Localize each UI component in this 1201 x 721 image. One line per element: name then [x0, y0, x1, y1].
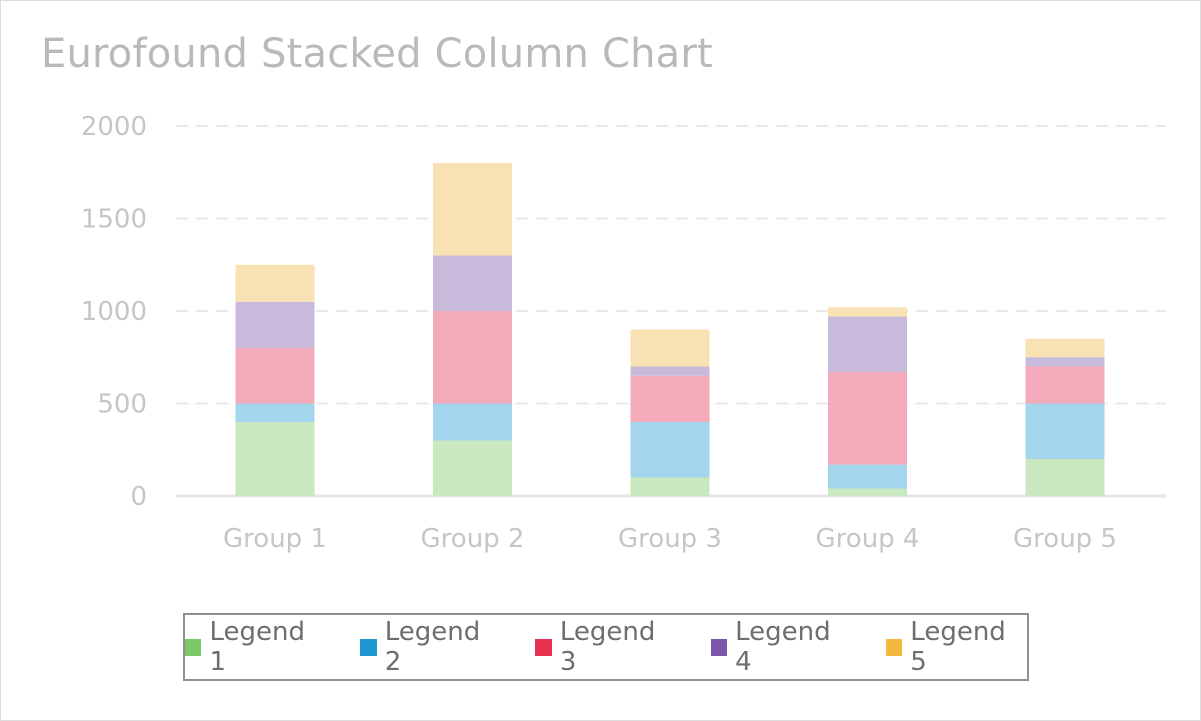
bar-segment	[630, 477, 710, 496]
legend-swatch	[360, 638, 377, 656]
bar-segment	[235, 422, 315, 496]
bar-segment	[235, 264, 315, 302]
bar-segment	[433, 311, 512, 404]
legend-item: Legend 3	[535, 617, 676, 677]
y-tick-label: 500	[97, 390, 147, 420]
x-tick-label: Group 5	[1013, 524, 1117, 554]
legend-swatch	[710, 638, 728, 656]
plot-area: 0 500 1000 1500 2000 Group 1 Group 2 Group 3 Gro…	[81, 112, 1166, 554]
bar-segment	[828, 488, 907, 496]
bar-segment	[630, 375, 710, 422]
legend-label: Legend 5	[910, 617, 1006, 677]
bar-segment	[1025, 459, 1105, 496]
x-tick-label: Group 1	[223, 524, 327, 554]
bar-segment	[828, 464, 907, 489]
bar-segment	[433, 163, 512, 256]
bar-segment	[630, 366, 710, 376]
legend-label: Legend 1	[209, 617, 305, 677]
legend: Legend 1 Legend 2 Legend 3 Legend 4 Legend 5	[183, 613, 1029, 681]
chart-title: Eurofound Stacked Column Chart	[41, 31, 713, 77]
bar-segment	[828, 372, 907, 465]
bar-segment	[630, 329, 710, 367]
legend-swatch	[535, 638, 552, 656]
bar-segment	[235, 301, 315, 348]
x-tick-label: Group 2	[421, 524, 525, 554]
x-tick-label: Group 3	[618, 524, 722, 554]
y-tick-label: 2000	[81, 112, 147, 142]
bar-segment	[828, 307, 907, 317]
bar-segment	[1025, 366, 1105, 404]
bar-segment	[433, 255, 512, 311]
bar-segment	[828, 316, 907, 373]
legend-item: Legend 2	[360, 617, 501, 677]
legend-item: Legend 1	[185, 617, 326, 677]
legend-swatch	[185, 638, 202, 656]
legend-label: Legend 4	[735, 617, 831, 677]
x-tick-label: Group 4	[816, 524, 920, 554]
bar-segment	[433, 403, 512, 441]
y-tick-label: 0	[130, 482, 147, 512]
legend-label: Legend 2	[384, 617, 481, 677]
bar-segment	[1025, 338, 1105, 358]
bar-segment	[433, 440, 512, 496]
bar-segment	[1025, 403, 1105, 459]
legend-label: Legend 3	[559, 617, 656, 677]
bar-segment	[235, 403, 315, 422]
bar-segment	[235, 348, 315, 404]
y-tick-label: 1000	[81, 297, 147, 327]
bar-segment	[630, 422, 710, 478]
legend-item: Legend 4	[710, 617, 852, 677]
legend-item: Legend 5	[885, 617, 1027, 677]
bar-segment	[1025, 357, 1105, 367]
legend-swatch	[885, 638, 903, 656]
y-tick-label: 1500	[81, 205, 147, 235]
